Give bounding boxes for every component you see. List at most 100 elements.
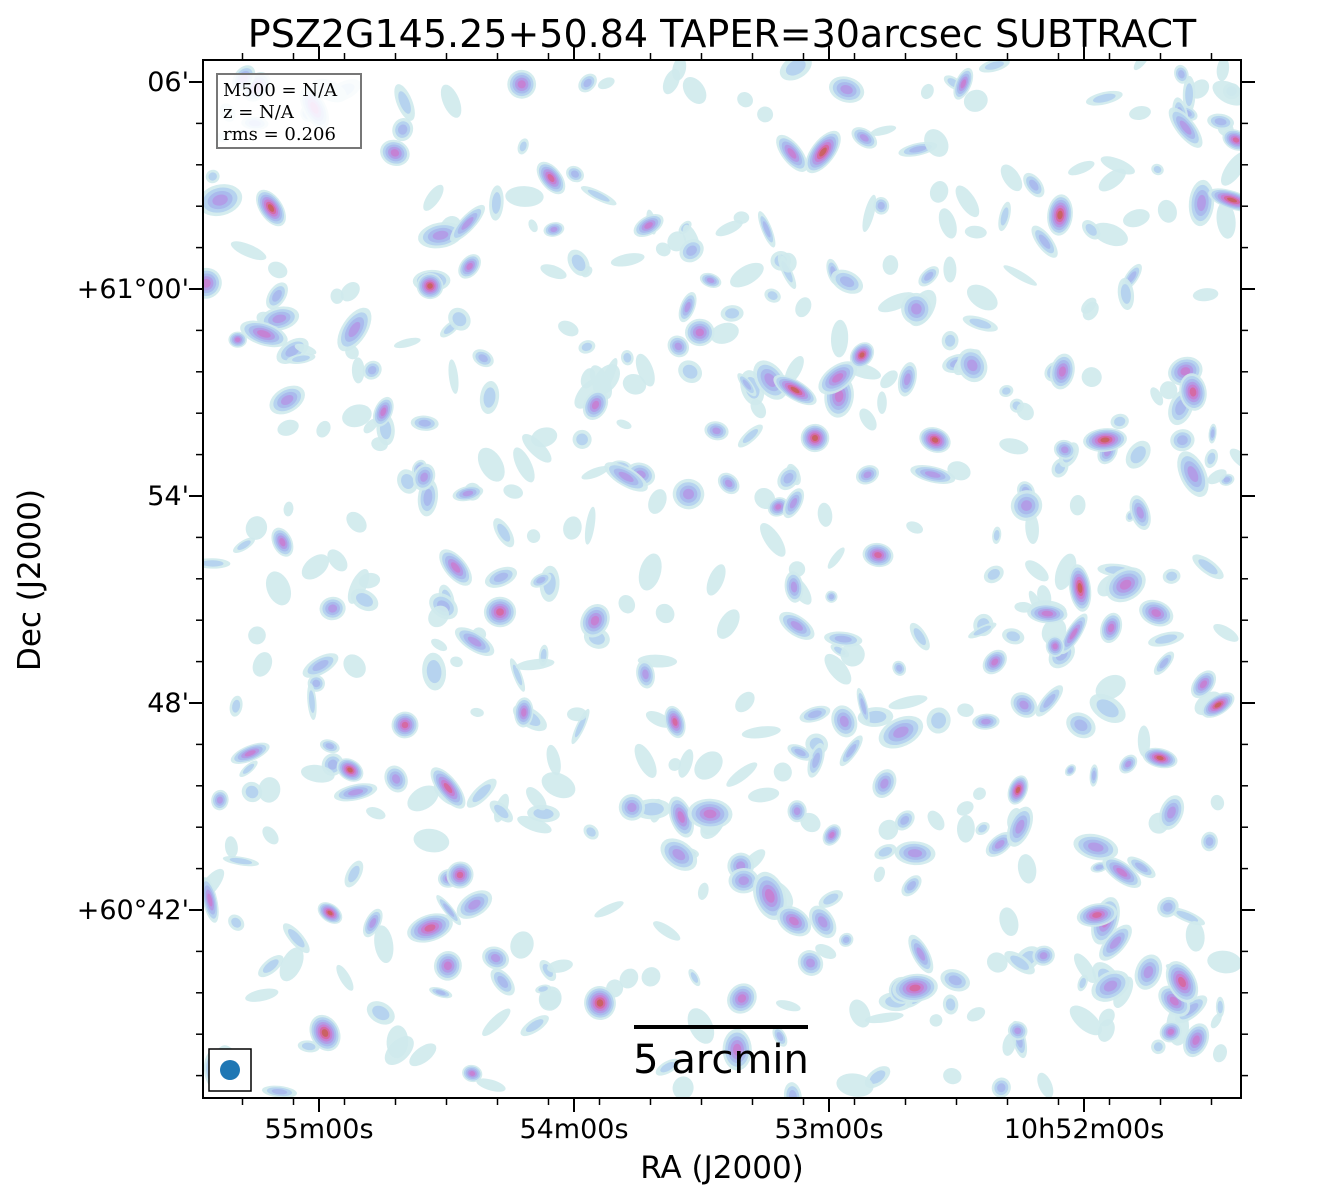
emission-blob: [424, 924, 436, 932]
emission-blob: [1069, 628, 1078, 640]
emission-blob: [519, 141, 527, 152]
emission-blob: [706, 564, 726, 596]
y-tick-label: 06': [147, 67, 189, 98]
emission-blob: [1177, 435, 1188, 446]
emission-blob: [963, 89, 988, 112]
emission-blob: [610, 253, 645, 267]
emission-blob: [824, 653, 852, 685]
emission-blob: [1000, 207, 1009, 226]
emission-blob: [924, 471, 941, 478]
emission-blob: [294, 343, 317, 355]
emission-blob: [1014, 1027, 1022, 1035]
emission-blob: [878, 819, 899, 840]
info-redshift: z = N/A: [223, 102, 295, 123]
emission-blob: [327, 910, 333, 916]
emission-blob: [655, 242, 671, 257]
x-axis-ticks: 55m00s 54m00s 53m00s 10h52m00s: [264, 46, 1164, 1145]
emission-blob: [911, 303, 922, 315]
emission-blob: [969, 318, 992, 329]
emission-blob: [1151, 609, 1162, 617]
emission-blob: [741, 726, 781, 739]
emission-blob: [1100, 437, 1110, 443]
emission-blob: [927, 810, 945, 831]
emission-blob: [496, 608, 504, 616]
emission-blob: [392, 774, 401, 784]
emission-blob: [806, 958, 815, 968]
emission-blob: [538, 986, 548, 992]
emission-blob: [1214, 118, 1227, 126]
emission-blob: [1085, 223, 1097, 236]
emission-blob: [904, 373, 911, 386]
emission-blob: [916, 947, 926, 961]
emission-blob: [1155, 634, 1178, 644]
emission-blob: [558, 320, 579, 337]
emission-blob: [547, 959, 573, 973]
x-tick-label: 53m00s: [774, 1114, 883, 1145]
emission-blob: [547, 174, 555, 182]
emission-blob: [525, 1019, 544, 1033]
emission-blob: [773, 762, 792, 782]
emission-blob: [1136, 506, 1144, 519]
emission-blob: [1137, 725, 1151, 758]
emission-blob: [993, 530, 1000, 541]
emission-blob: [497, 523, 511, 542]
x-tick-label: 54m00s: [519, 1114, 628, 1145]
emission-blob: [843, 936, 850, 944]
emission-blob: [725, 308, 740, 319]
emission-blob: [672, 848, 686, 861]
emission-blob: [316, 420, 331, 438]
emission-blob: [829, 831, 835, 839]
emission-blob: [427, 283, 433, 289]
emission-blob: [710, 322, 739, 344]
emission-blob: [1232, 137, 1240, 143]
emission-blob: [513, 447, 535, 483]
y-tick-label: 48': [147, 688, 189, 719]
emission-blob: [682, 77, 707, 104]
emission-blob: [1229, 448, 1241, 469]
emission-blob: [287, 928, 305, 948]
emission-blob: [1091, 770, 1096, 781]
emission-blob: [900, 815, 910, 825]
emission-blob: [346, 511, 367, 533]
emission-blob: [695, 328, 704, 337]
emission-blob: [348, 789, 364, 796]
emission-blob: [697, 882, 709, 900]
emission-blob: [312, 679, 321, 688]
emission-blob: [418, 419, 431, 427]
emission-blob: [531, 427, 558, 448]
emission-blob: [208, 172, 217, 181]
x-axis-label: RA (J2000): [640, 1150, 804, 1186]
emission-blob: [672, 60, 687, 81]
emission-blob: [420, 472, 428, 482]
emission-blob: [528, 219, 538, 233]
emission-blob: [1205, 837, 1214, 846]
emission-blob: [924, 271, 934, 281]
emission-blob: [327, 759, 338, 770]
emission-blob: [594, 901, 624, 918]
emission-blob: [390, 149, 400, 157]
emission-blob: [328, 604, 338, 613]
emission-blob: [470, 707, 484, 717]
emission-blob: [1002, 1033, 1016, 1056]
emission-blob: [342, 404, 372, 428]
emission-blob: [956, 801, 974, 816]
emission-blob: [1159, 381, 1178, 400]
emission-blob: [668, 758, 682, 771]
emission-blob: [292, 355, 310, 362]
emission-blob: [1074, 719, 1088, 732]
emission-blob: [931, 437, 939, 443]
emission-blob: [1015, 819, 1025, 834]
emission-blob: [1176, 910, 1199, 923]
emission-blob: [787, 148, 797, 159]
emission-blob: [1025, 560, 1049, 582]
chart-title: PSZ2G145.25+50.84 TAPER=30arcsec SUBTRAC…: [248, 12, 1197, 56]
emission-blob: [1021, 500, 1032, 511]
emission-blob: [957, 703, 974, 717]
emission-blob: [367, 366, 377, 375]
emission-blob: [790, 621, 803, 631]
emission-blob: [321, 1029, 329, 1037]
emission-blob: [893, 726, 909, 738]
emission-blob: [1067, 767, 1074, 773]
emission-blob: [597, 77, 615, 90]
emission-blob: [407, 785, 439, 812]
